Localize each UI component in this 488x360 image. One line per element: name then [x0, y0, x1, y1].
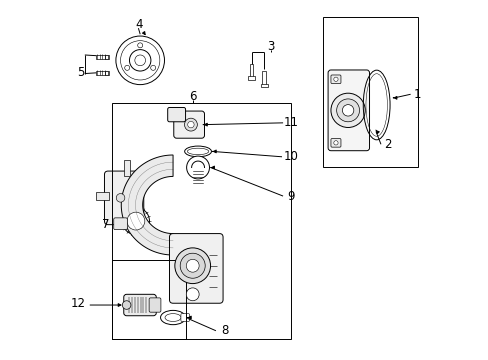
Circle shape [184, 118, 197, 131]
Text: 2: 2 [383, 138, 390, 151]
Circle shape [187, 121, 194, 128]
FancyBboxPatch shape [123, 294, 156, 316]
Circle shape [121, 41, 160, 80]
Ellipse shape [187, 148, 208, 155]
Ellipse shape [184, 146, 211, 157]
Bar [96, 71, 108, 75]
Bar [247, 76, 255, 80]
FancyBboxPatch shape [330, 75, 340, 84]
Bar [96, 55, 108, 59]
FancyBboxPatch shape [167, 108, 185, 122]
FancyBboxPatch shape [330, 139, 340, 147]
Circle shape [330, 93, 365, 127]
FancyBboxPatch shape [114, 218, 127, 230]
Circle shape [150, 65, 155, 70]
Circle shape [186, 156, 209, 179]
FancyBboxPatch shape [104, 171, 143, 225]
FancyBboxPatch shape [173, 111, 204, 138]
FancyBboxPatch shape [181, 314, 189, 321]
Circle shape [186, 259, 199, 272]
Circle shape [333, 77, 337, 81]
FancyBboxPatch shape [149, 298, 161, 312]
Bar [95, 192, 109, 201]
Text: 11: 11 [283, 116, 298, 129]
Text: 1: 1 [413, 88, 421, 101]
Text: 5: 5 [77, 66, 84, 79]
Circle shape [122, 301, 131, 309]
Bar [124, 160, 130, 176]
Ellipse shape [164, 314, 181, 321]
Circle shape [336, 99, 359, 122]
Bar [112, 260, 185, 339]
Circle shape [342, 105, 353, 116]
Circle shape [333, 141, 337, 145]
Bar [104, 71, 108, 75]
Text: 6: 6 [188, 90, 196, 103]
Circle shape [135, 55, 145, 66]
Polygon shape [121, 155, 173, 255]
Circle shape [127, 212, 144, 230]
FancyBboxPatch shape [327, 70, 369, 151]
Circle shape [186, 288, 199, 301]
Circle shape [129, 50, 151, 71]
Circle shape [180, 253, 205, 278]
Circle shape [116, 194, 124, 202]
Bar [249, 64, 253, 77]
Text: 12: 12 [71, 297, 86, 310]
Bar [260, 84, 267, 87]
Bar [323, 18, 417, 167]
Text: 8: 8 [221, 324, 228, 337]
Text: 4: 4 [135, 18, 142, 31]
Circle shape [175, 248, 210, 284]
Circle shape [124, 65, 129, 70]
Text: 3: 3 [267, 40, 274, 53]
Circle shape [138, 43, 142, 48]
Bar [112, 103, 290, 339]
Text: 10: 10 [283, 150, 298, 163]
FancyBboxPatch shape [169, 234, 223, 303]
Bar [262, 71, 265, 85]
Bar [104, 55, 108, 59]
Text: 9: 9 [286, 190, 294, 203]
Ellipse shape [160, 310, 185, 325]
Text: 7: 7 [102, 218, 109, 231]
Circle shape [116, 36, 164, 85]
